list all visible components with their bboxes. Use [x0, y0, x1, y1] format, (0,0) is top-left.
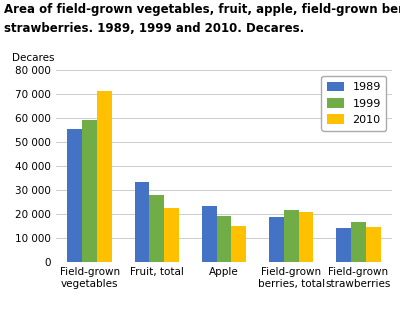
Bar [351, 221, 366, 262]
Bar [202, 206, 217, 262]
Text: Area of field-grown vegetables, fruit, apple, field-grown berries and: Area of field-grown vegetables, fruit, a… [4, 3, 400, 16]
Bar [68, 129, 82, 262]
Text: Decares: Decares [12, 53, 55, 63]
Bar [164, 208, 179, 262]
Bar [366, 227, 380, 262]
Text: strawberries. 1989, 1999 and 2010. Decares.: strawberries. 1989, 1999 and 2010. Decar… [4, 22, 304, 36]
Bar [150, 195, 164, 262]
Bar [336, 228, 351, 262]
Bar [231, 227, 246, 262]
Bar [298, 212, 313, 262]
Bar [135, 182, 150, 262]
Bar [97, 91, 112, 262]
Bar [82, 120, 97, 262]
Bar [284, 210, 298, 262]
Bar [217, 216, 231, 262]
Legend: 1989, 1999, 2010: 1989, 1999, 2010 [322, 76, 386, 131]
Bar [269, 217, 284, 262]
